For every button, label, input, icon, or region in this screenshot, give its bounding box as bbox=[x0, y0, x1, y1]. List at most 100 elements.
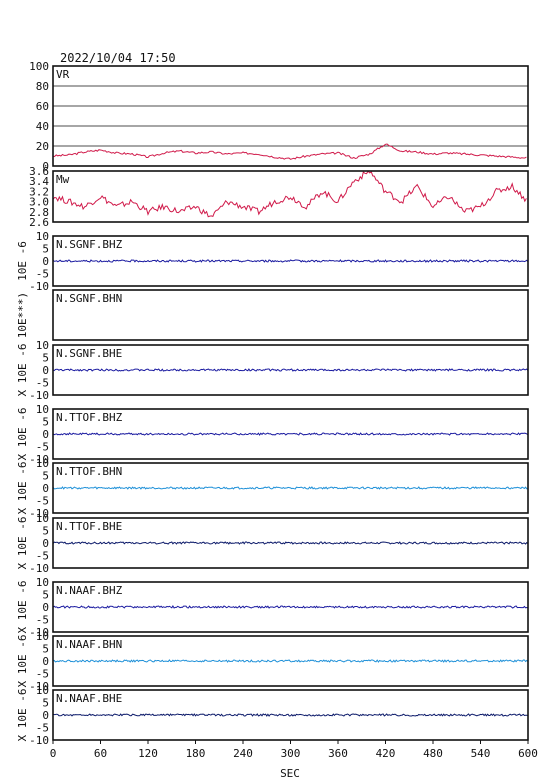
y-axis-label: X 10E -6 bbox=[16, 581, 29, 634]
y-tick-label: -10 bbox=[29, 507, 49, 520]
y-tick-label: -5 bbox=[36, 550, 49, 563]
y-tick-label: 20 bbox=[36, 140, 49, 153]
y-tick-label: -5 bbox=[36, 441, 49, 454]
panel-frame bbox=[52, 581, 529, 633]
y-tick-label: -10 bbox=[29, 280, 49, 293]
series-line bbox=[52, 713, 529, 717]
y-tick-label: 0 bbox=[42, 255, 49, 268]
x-tick-label: 600 bbox=[518, 747, 538, 760]
series-line bbox=[52, 143, 527, 160]
y-axis-label: X 10E -6 bbox=[16, 408, 29, 461]
panel-title: N.NAAF.BHZ bbox=[56, 584, 123, 597]
panel-3: 10E***) N.SGNF.BHN bbox=[16, 289, 529, 341]
y-tick-label: 60 bbox=[36, 100, 49, 113]
y-tick-label: 5 bbox=[42, 352, 49, 365]
panel-title: N.TTOF.BHZ bbox=[56, 411, 123, 424]
y-tick-label: 0 bbox=[42, 709, 49, 722]
y-tick-label: 2.8 bbox=[29, 206, 49, 219]
y-tick-label: 0 bbox=[42, 364, 49, 377]
y-tick-label: -5 bbox=[36, 668, 49, 681]
y-tick-label: -10 bbox=[29, 453, 49, 466]
series-line bbox=[52, 605, 529, 609]
panel-frame bbox=[52, 408, 529, 460]
x-tick-label: 420 bbox=[376, 747, 396, 760]
x-tick-label: 300 bbox=[281, 747, 301, 760]
y-axis-label: X 10E -6 bbox=[16, 635, 29, 688]
y-tick-label: 0 bbox=[42, 428, 49, 441]
y-axis-label: 10E***) bbox=[16, 292, 29, 338]
panel-frame bbox=[52, 344, 529, 396]
y-tick-label: 5 bbox=[42, 643, 49, 656]
y-tick-label: 10 bbox=[36, 576, 49, 589]
y-axis-label: X 10E -6 bbox=[16, 344, 29, 397]
y-tick-label: 10 bbox=[36, 403, 49, 416]
y-tick-label: 5 bbox=[42, 525, 49, 538]
y-tick-label: 10 bbox=[36, 457, 49, 470]
panel-title: N.TTOF.BHE bbox=[56, 520, 122, 533]
x-tick-label: 240 bbox=[233, 747, 253, 760]
panel-title: N.TTOF.BHN bbox=[56, 465, 122, 478]
y-tick-label: -10 bbox=[29, 734, 49, 747]
y-tick-label: 10 bbox=[36, 512, 49, 525]
y-tick-label: -5 bbox=[36, 268, 49, 281]
y-tick-label: 10 bbox=[36, 230, 49, 243]
y-axis-label: 10E -6 bbox=[16, 241, 29, 281]
y-tick-label: -5 bbox=[36, 495, 49, 508]
y-tick-label: 3.0 bbox=[29, 196, 49, 209]
y-tick-label: -10 bbox=[29, 680, 49, 693]
y-tick-label: 3.6 bbox=[29, 165, 49, 178]
y-tick-label: 40 bbox=[36, 120, 49, 133]
x-axis-label: SEC bbox=[280, 767, 300, 780]
x-tick-label: 540 bbox=[471, 747, 491, 760]
x-tick-label: 60 bbox=[94, 747, 107, 760]
y-tick-label: 10 bbox=[36, 630, 49, 643]
y-tick-label: 5 bbox=[42, 416, 49, 429]
y-tick-label: 0 bbox=[42, 655, 49, 668]
y-tick-label: 0 bbox=[42, 537, 49, 550]
panel-frame bbox=[52, 635, 529, 687]
x-tick-label: 0 bbox=[50, 747, 57, 760]
series-line bbox=[52, 368, 529, 372]
y-tick-label: 0 bbox=[42, 482, 49, 495]
y-tick-label: 2.6 bbox=[29, 216, 49, 229]
x-tick-label: 360 bbox=[328, 747, 348, 760]
series-line bbox=[52, 486, 529, 490]
y-tick-label: -5 bbox=[36, 722, 49, 735]
panel-title: N.NAAF.BHN bbox=[56, 638, 122, 651]
y-axis-label: X 10E -6 bbox=[16, 462, 29, 515]
y-tick-label: 80 bbox=[36, 80, 49, 93]
timestamp-label: 2022/10/04 17:50 bbox=[60, 51, 176, 65]
panel-frame bbox=[52, 517, 529, 569]
panel-frame bbox=[52, 170, 529, 223]
y-axis-label: X 10E -6 bbox=[16, 689, 29, 742]
series-line bbox=[52, 432, 529, 436]
y-tick-label: -10 bbox=[29, 389, 49, 402]
x-tick-label: 480 bbox=[423, 747, 443, 760]
series-line bbox=[52, 541, 529, 545]
y-tick-label: -10 bbox=[29, 562, 49, 575]
y-tick-label: -10 bbox=[29, 626, 49, 639]
series-line bbox=[52, 259, 529, 263]
panel-0: 100 80 60 40 20 0 VR bbox=[29, 60, 529, 173]
panel-title: Mw bbox=[56, 173, 70, 186]
y-tick-label: 5 bbox=[42, 697, 49, 710]
panel-frame bbox=[52, 289, 529, 341]
y-tick-label: 3.2 bbox=[29, 185, 49, 198]
y-tick-label: 5 bbox=[42, 470, 49, 483]
x-tick-label: 180 bbox=[186, 747, 206, 760]
panel-1: 3.63.43.23.02.82.6 Mw bbox=[29, 165, 529, 229]
y-tick-label: 5 bbox=[42, 589, 49, 602]
y-tick-label: 5 bbox=[42, 243, 49, 256]
y-tick-label: -5 bbox=[36, 614, 49, 627]
y-tick-label: 100 bbox=[29, 60, 49, 73]
y-tick-label: 10 bbox=[36, 339, 49, 352]
y-axis-label: X 10E -6 bbox=[16, 517, 29, 570]
